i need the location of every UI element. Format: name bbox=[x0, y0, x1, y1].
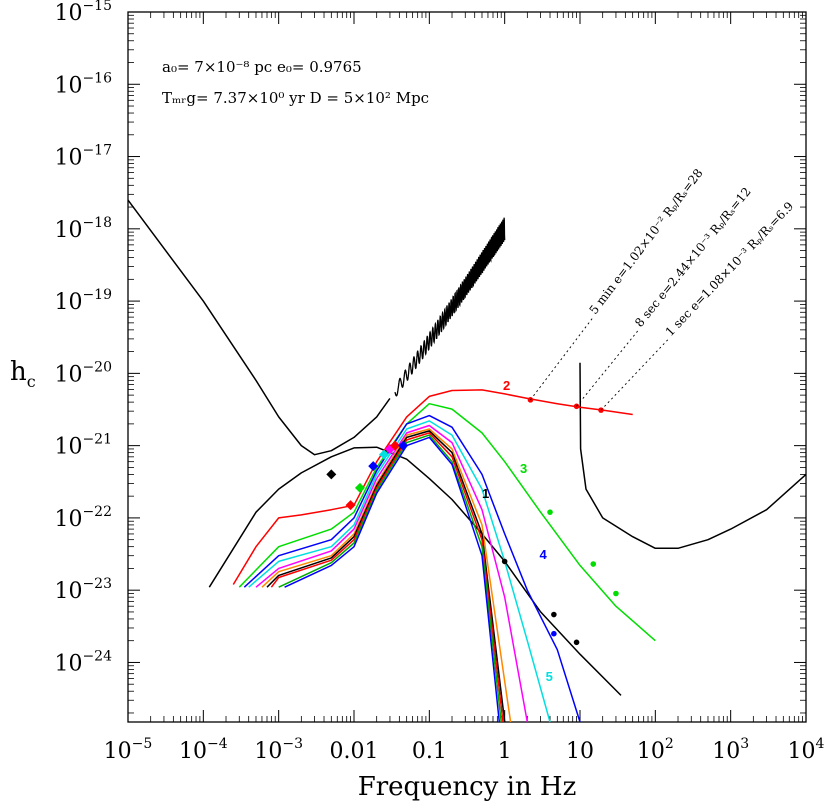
param-line-2: Tₘᵣg= 7.37×10⁰ yr D = 5×10² Mpc bbox=[162, 89, 429, 107]
y-tick-label: 10−23 bbox=[54, 576, 112, 604]
series-line-10 bbox=[270, 432, 504, 723]
series-line-2 bbox=[208, 446, 622, 696]
series-line-5 bbox=[243, 414, 581, 723]
series-line-1 bbox=[579, 362, 807, 550]
diamond-marker bbox=[354, 482, 365, 493]
diamond-marker bbox=[378, 449, 389, 460]
diamond-marker bbox=[389, 440, 400, 451]
diamond-marker bbox=[326, 469, 337, 480]
tick-labels-group: 10−5 10−4 10−3 0.01 0.1 1 10 102 103 104 10−15 10−1… bbox=[54, 0, 824, 764]
x-tick-label: 1 bbox=[498, 739, 512, 764]
curve-label-3: 3 bbox=[520, 461, 527, 476]
annotation-text: 5 min e=1.02×10⁻² Rₚ/Rₛ=28 bbox=[587, 166, 706, 317]
diamond-marker bbox=[368, 461, 379, 472]
annotation-leader bbox=[530, 316, 594, 401]
series-line-0 bbox=[127, 199, 391, 456]
x-tick-label: 102 bbox=[637, 736, 674, 764]
param-line-1: a₀= 7×10⁻⁸ pc e₀= 0.9765 bbox=[162, 58, 362, 76]
dot-marker bbox=[598, 407, 604, 413]
series-line-9 bbox=[266, 430, 506, 723]
y-tick-label: 10−16 bbox=[54, 70, 112, 98]
dot-marker bbox=[590, 561, 597, 567]
series-line-11 bbox=[278, 434, 502, 723]
y-tick-label: 10−21 bbox=[54, 432, 112, 460]
diamond-marker bbox=[345, 500, 356, 511]
series-line-12 bbox=[284, 436, 501, 723]
curve-label-4: 4 bbox=[540, 547, 548, 562]
y-tick-label: 10−18 bbox=[54, 215, 112, 243]
curve-label-1: 1 bbox=[482, 486, 489, 501]
series-group bbox=[127, 199, 807, 723]
series-line-8 bbox=[261, 428, 512, 723]
series-line-6 bbox=[248, 420, 551, 723]
y-tick-label: 10−19 bbox=[54, 287, 112, 315]
x-tick-label: 103 bbox=[712, 736, 749, 764]
x-tick-label: 10−4 bbox=[179, 736, 228, 764]
plot-frame bbox=[127, 11, 807, 723]
x-tick-label: 10−5 bbox=[104, 736, 153, 764]
annotation-leader bbox=[600, 338, 669, 411]
y-tick-label: 10−22 bbox=[54, 504, 112, 532]
y-tick-label: 10−15 bbox=[54, 0, 112, 26]
curve-label-2: 2 bbox=[503, 378, 510, 393]
dot-marker bbox=[573, 639, 580, 646]
series-line-4 bbox=[238, 402, 656, 642]
dot-marker bbox=[551, 630, 557, 637]
x-axis-title: Frequency in Hz bbox=[358, 772, 577, 802]
dot-marker bbox=[547, 509, 553, 515]
annotation-leader bbox=[576, 329, 639, 407]
dot-marker bbox=[613, 590, 619, 597]
y-tick-label: 10−17 bbox=[54, 143, 112, 171]
plot-frame-group bbox=[127, 11, 807, 723]
curve-label-5: 5 bbox=[546, 669, 553, 684]
x-tick-label: 104 bbox=[788, 736, 825, 764]
y-tick-label: 10−20 bbox=[54, 359, 112, 387]
y-tick-label: 10−24 bbox=[54, 648, 112, 676]
diamond-marker bbox=[398, 440, 409, 451]
series-line-3 bbox=[232, 389, 633, 585]
y-axis-title: hc bbox=[10, 357, 36, 391]
dot-marker bbox=[551, 611, 557, 618]
series-line-7 bbox=[255, 424, 529, 723]
x-tick-label: 0.01 bbox=[330, 739, 379, 764]
x-tick-label: 0.1 bbox=[412, 739, 447, 764]
x-tick-label: 10 bbox=[566, 739, 594, 764]
inspiral-wiggle bbox=[394, 217, 506, 397]
dot-marker bbox=[501, 558, 508, 565]
x-tick-label: 10−3 bbox=[254, 736, 303, 764]
